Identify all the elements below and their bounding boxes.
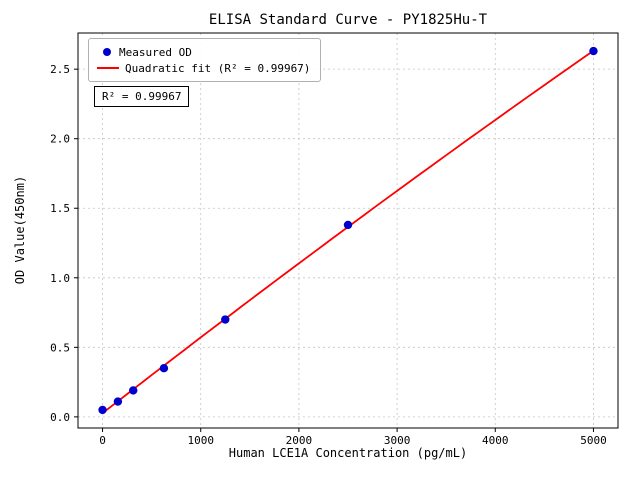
- legend-entry-measured: Measured OD: [97, 44, 310, 60]
- quadratic-fit-line-icon: [97, 67, 119, 69]
- svg-text:2.0: 2.0: [50, 133, 70, 146]
- svg-text:0.5: 0.5: [50, 341, 70, 354]
- x-axis-label: Human LCE1A Concentration (pg/mL): [228, 446, 468, 460]
- measured-od-marker-icon: [103, 48, 111, 56]
- svg-text:4000: 4000: [482, 434, 509, 447]
- svg-text:0.0: 0.0: [50, 411, 70, 424]
- svg-text:5000: 5000: [580, 434, 607, 447]
- svg-text:3000: 3000: [384, 434, 411, 447]
- svg-text:2000: 2000: [286, 434, 313, 447]
- svg-text:1.5: 1.5: [50, 202, 70, 215]
- svg-text:2.5: 2.5: [50, 63, 70, 76]
- legend: Measured OD Quadratic fit (R² = 0.99967): [88, 38, 322, 82]
- r-squared-annotation: R² = 0.99967: [94, 86, 190, 107]
- legend-label-fit: Quadratic fit (R² = 0.99967): [125, 61, 311, 75]
- legend-entry-fit: Quadratic fit (R² = 0.99967): [97, 60, 310, 76]
- y-axis-label: OD Value(450nm): [13, 175, 27, 285]
- svg-text:0: 0: [99, 434, 106, 447]
- svg-text:1.0: 1.0: [50, 272, 70, 285]
- svg-text:1000: 1000: [187, 434, 214, 447]
- legend-label-measured: Measured OD: [119, 45, 192, 59]
- chart-title: ELISA Standard Curve - PY1825Hu-T: [208, 12, 488, 28]
